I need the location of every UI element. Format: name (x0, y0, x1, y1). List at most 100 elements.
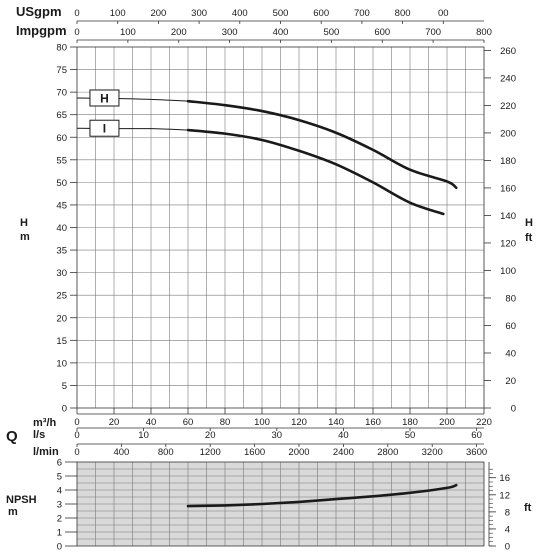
m3h-tick-label: 60 (183, 417, 194, 428)
curve-label-box-I (89, 119, 120, 137)
top-axis-tick-label: 200 (171, 27, 187, 38)
lmin-tick-label: 1600 (244, 447, 265, 458)
npsh-unit-label: m (8, 506, 18, 518)
m3h-tick-label: 100 (254, 417, 270, 428)
npsh-ft-tick-label: 4 (505, 524, 510, 535)
h-m-tick-label: 75 (56, 65, 67, 76)
npsh-m-tick-label: 4 (57, 486, 62, 497)
h-m-tick-label: 35 (56, 246, 67, 257)
npsh-curve (186, 483, 458, 508)
h-m-tick-label: 45 (56, 200, 67, 211)
ls-tick-label: 0 (74, 430, 79, 441)
npsh-m-tick-label: 5 (57, 472, 62, 483)
lmin-tick-label: 1200 (200, 447, 221, 458)
curve-H (186, 99, 458, 190)
m3h-tick-label: 180 (402, 417, 418, 428)
npsh-m-tick-label: 2 (57, 514, 62, 525)
lmin-tick-label: 400 (113, 447, 129, 458)
npsh-label: NPSH (6, 494, 37, 506)
ls-tick-label: 30 (272, 430, 283, 441)
q-label: Q (6, 428, 18, 445)
h-ft-tick-label: 100 (500, 266, 516, 277)
curve-label-box-H (89, 89, 120, 107)
h-m-tick-label: 50 (56, 178, 67, 189)
top-axis-tick-label: 00 (438, 8, 449, 19)
npsh-m-tick-label: 6 (57, 458, 62, 469)
top-axis-tick-label: 300 (222, 27, 238, 38)
m3h-tick-label: 200 (439, 417, 455, 428)
ls-tick-label: 60 (471, 430, 482, 441)
h-m-tick-label: 0 (62, 404, 67, 415)
top-axis-tick-label: 600 (313, 8, 329, 19)
ls-tick-label: 50 (405, 430, 416, 441)
h-axis-left-label-h: H (20, 217, 28, 229)
h-ft-tick-label: 180 (500, 156, 516, 167)
h-m-tick-label: 10 (56, 358, 67, 369)
m3h-tick-label: 220 (476, 417, 492, 428)
h-ft-tick-label: 0 (511, 404, 516, 415)
top-axis-tick-label: 400 (273, 27, 289, 38)
lmin-tick-label: 2400 (333, 447, 354, 458)
npsh-ft-tick-label: 12 (499, 490, 510, 501)
h-ft-tick-label: 40 (505, 348, 516, 359)
npsh-m-tick-label: 1 (57, 528, 62, 539)
h-ft-tick-label: 60 (505, 321, 516, 332)
top-axis-tick-label: 100 (120, 27, 136, 38)
h-m-tick-label: 80 (56, 43, 67, 54)
npsh-m-tick-label: 3 (57, 500, 62, 511)
m3h-label: m³/h (33, 417, 57, 429)
top-axis-tick-label: 400 (232, 8, 248, 19)
top-axis-tick-label: 500 (323, 27, 339, 38)
top-axis-tick-label: 800 (476, 27, 492, 38)
h-m-tick-label: 55 (56, 155, 67, 166)
impgpm-label: Impgpm (16, 23, 67, 38)
h-ft-tick-label: 200 (500, 128, 516, 139)
h-ft-tick-label: 160 (500, 183, 516, 194)
h-m-tick-label: 20 (56, 313, 67, 324)
h-m-tick-label: 15 (56, 336, 67, 347)
top-axis-tick-label: 800 (395, 8, 411, 19)
usgpm-label: USgpm (16, 4, 62, 19)
ls-tick-label: 10 (138, 430, 149, 441)
h-ft-tick-label: 260 (500, 46, 516, 57)
m3h-tick-label: 40 (146, 417, 157, 428)
m3h-tick-label: 0 (74, 417, 79, 428)
ls-tick-label: 40 (338, 430, 349, 441)
h-ft-tick-label: 20 (505, 376, 516, 387)
lmin-tick-label: 2800 (377, 447, 398, 458)
npsh-right-unit-label: ft (524, 502, 532, 514)
h-m-tick-label: 65 (56, 110, 67, 121)
h-ft-tick-label: 120 (500, 238, 516, 249)
npsh-ft-tick-label: 8 (505, 507, 510, 518)
h-m-tick-label: 30 (56, 268, 67, 279)
h-ft-tick-label: 80 (505, 293, 516, 304)
lmin-label: l/min (33, 446, 59, 458)
npsh-ft-tick-label: 0 (505, 542, 510, 553)
h-m-tick-label: 40 (56, 223, 67, 234)
lmin-tick-label: 3600 (466, 447, 487, 458)
top-axis-tick-label: 100 (110, 8, 126, 19)
curve-label-H: H (100, 91, 109, 105)
top-axis-tick-label: 0 (74, 27, 79, 38)
m3h-tick-label: 140 (328, 417, 344, 428)
top-axis-tick-label: 300 (191, 8, 207, 19)
npsh-m-tick-label: 0 (57, 542, 62, 553)
top-axis-tick-label: 500 (273, 8, 289, 19)
top-axis-tick-label: 200 (150, 8, 166, 19)
h-m-tick-label: 5 (62, 381, 67, 392)
npsh-ft-tick-label: 16 (499, 473, 510, 484)
h-m-tick-label: 60 (56, 133, 67, 144)
ls-label: l/s (33, 429, 45, 441)
h-axis-left-label-unit: m (20, 231, 30, 243)
m3h-tick-label: 160 (365, 417, 381, 428)
chart-marks: 0 100 200 300 400 500 600 700 800 000 100 200 300 400… (56, 8, 516, 553)
curve-I (186, 128, 445, 216)
h-m-tick-label: 70 (56, 88, 67, 99)
top-axis-tick-label: 700 (425, 27, 441, 38)
top-axis-tick-label: 0 (74, 8, 79, 19)
h-axis-right-label-h: H (525, 217, 533, 229)
top-axis-tick-label: 700 (354, 8, 370, 19)
curve-label-I: I (103, 122, 106, 136)
h-ft-tick-label: 220 (500, 101, 516, 112)
